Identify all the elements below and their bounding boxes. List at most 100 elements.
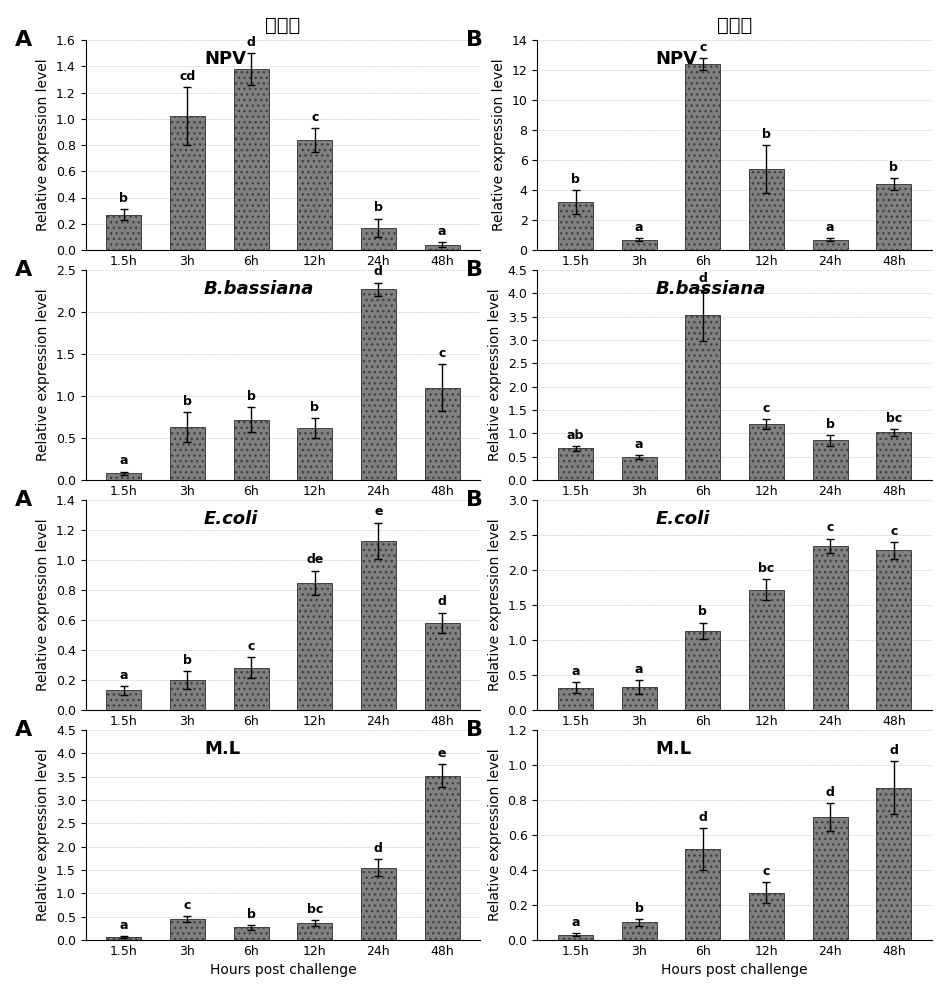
Bar bbox=[234, 927, 268, 940]
Text: 脂肪体: 脂肪体 bbox=[717, 15, 752, 34]
Text: c: c bbox=[438, 347, 446, 360]
Y-axis label: Relative expression level: Relative expression level bbox=[488, 519, 502, 691]
Bar bbox=[686, 631, 720, 710]
Text: d: d bbox=[437, 595, 447, 608]
Text: b: b bbox=[246, 390, 256, 403]
Bar bbox=[876, 550, 911, 710]
Bar bbox=[876, 184, 911, 250]
Text: b: b bbox=[571, 173, 580, 186]
Y-axis label: Relative expression level: Relative expression level bbox=[493, 59, 506, 231]
Text: b: b bbox=[698, 605, 708, 618]
Text: e: e bbox=[437, 747, 446, 760]
Text: b: b bbox=[889, 161, 899, 174]
Text: c: c bbox=[311, 111, 319, 124]
Text: B: B bbox=[466, 259, 483, 279]
Text: b: b bbox=[374, 201, 383, 214]
Text: b: b bbox=[310, 401, 320, 414]
Bar bbox=[749, 893, 784, 940]
Bar bbox=[424, 388, 459, 480]
Text: d: d bbox=[246, 36, 256, 49]
Text: B.bassiana: B.bassiana bbox=[656, 280, 767, 298]
Text: a: a bbox=[572, 916, 580, 929]
Y-axis label: Relative expression level: Relative expression level bbox=[36, 519, 50, 691]
Bar bbox=[234, 420, 268, 480]
Text: de: de bbox=[306, 553, 323, 566]
Bar bbox=[107, 473, 142, 480]
Bar bbox=[424, 776, 459, 940]
Text: b: b bbox=[825, 418, 835, 431]
Text: B: B bbox=[466, 29, 483, 49]
Bar bbox=[622, 687, 657, 710]
X-axis label: Hours post challenge: Hours post challenge bbox=[661, 963, 808, 977]
X-axis label: Hours post challenge: Hours post challenge bbox=[209, 963, 357, 977]
Bar bbox=[298, 923, 332, 940]
Text: E.coli: E.coli bbox=[204, 510, 259, 528]
Text: e: e bbox=[374, 505, 382, 518]
Bar bbox=[558, 688, 593, 710]
Y-axis label: Relative expression level: Relative expression level bbox=[488, 289, 502, 461]
Text: A: A bbox=[14, 259, 31, 279]
Bar bbox=[360, 228, 396, 250]
Text: a: a bbox=[120, 919, 128, 932]
Text: d: d bbox=[698, 272, 708, 285]
Text: A: A bbox=[14, 29, 31, 49]
Text: a: a bbox=[572, 665, 580, 678]
Text: c: c bbox=[763, 865, 770, 878]
Bar bbox=[360, 540, 396, 710]
Text: A: A bbox=[14, 489, 31, 510]
Bar bbox=[298, 140, 332, 250]
Bar bbox=[298, 582, 332, 710]
Text: c: c bbox=[699, 41, 707, 54]
Bar bbox=[812, 817, 847, 940]
Text: d: d bbox=[698, 811, 708, 824]
Text: d: d bbox=[889, 744, 899, 757]
Bar bbox=[749, 590, 784, 710]
Text: bc: bc bbox=[758, 562, 775, 575]
Text: c: c bbox=[763, 402, 770, 415]
Text: M.L: M.L bbox=[656, 740, 691, 758]
Bar bbox=[360, 868, 396, 940]
Text: c: c bbox=[826, 521, 834, 534]
Bar bbox=[107, 690, 142, 710]
Y-axis label: Relative expression level: Relative expression level bbox=[36, 289, 50, 461]
Bar bbox=[622, 922, 657, 940]
Text: d: d bbox=[825, 786, 835, 799]
Text: b: b bbox=[183, 654, 192, 667]
Text: E.coli: E.coli bbox=[656, 510, 710, 528]
Bar bbox=[812, 239, 847, 250]
Text: c: c bbox=[184, 899, 191, 912]
Bar bbox=[558, 935, 593, 940]
Text: d: d bbox=[374, 265, 383, 278]
Text: M.L: M.L bbox=[204, 740, 240, 758]
Text: a: a bbox=[635, 663, 644, 676]
Text: a: a bbox=[120, 669, 128, 682]
Bar bbox=[622, 239, 657, 250]
Bar bbox=[298, 428, 332, 480]
Bar bbox=[107, 937, 142, 940]
Bar bbox=[686, 849, 720, 940]
Text: b: b bbox=[246, 908, 256, 921]
Bar bbox=[686, 315, 720, 480]
Y-axis label: Relative expression level: Relative expression level bbox=[488, 749, 502, 921]
Bar bbox=[558, 448, 593, 480]
Bar bbox=[812, 546, 847, 710]
Y-axis label: Relative expression level: Relative expression level bbox=[36, 59, 50, 231]
Bar bbox=[686, 64, 720, 250]
Text: b: b bbox=[183, 395, 192, 408]
Text: A: A bbox=[14, 719, 31, 739]
Text: bc: bc bbox=[306, 903, 323, 916]
Bar bbox=[749, 169, 784, 250]
Bar bbox=[360, 289, 396, 480]
Text: NPV: NPV bbox=[204, 50, 246, 68]
Bar bbox=[170, 680, 205, 710]
Bar bbox=[424, 623, 459, 710]
Bar bbox=[424, 245, 459, 250]
Text: B: B bbox=[466, 489, 483, 510]
Text: cd: cd bbox=[180, 70, 196, 83]
Text: c: c bbox=[247, 640, 255, 653]
Text: a: a bbox=[437, 225, 446, 238]
Bar bbox=[107, 215, 142, 250]
Text: a: a bbox=[635, 438, 644, 451]
Bar bbox=[812, 440, 847, 480]
Text: B: B bbox=[466, 719, 483, 739]
